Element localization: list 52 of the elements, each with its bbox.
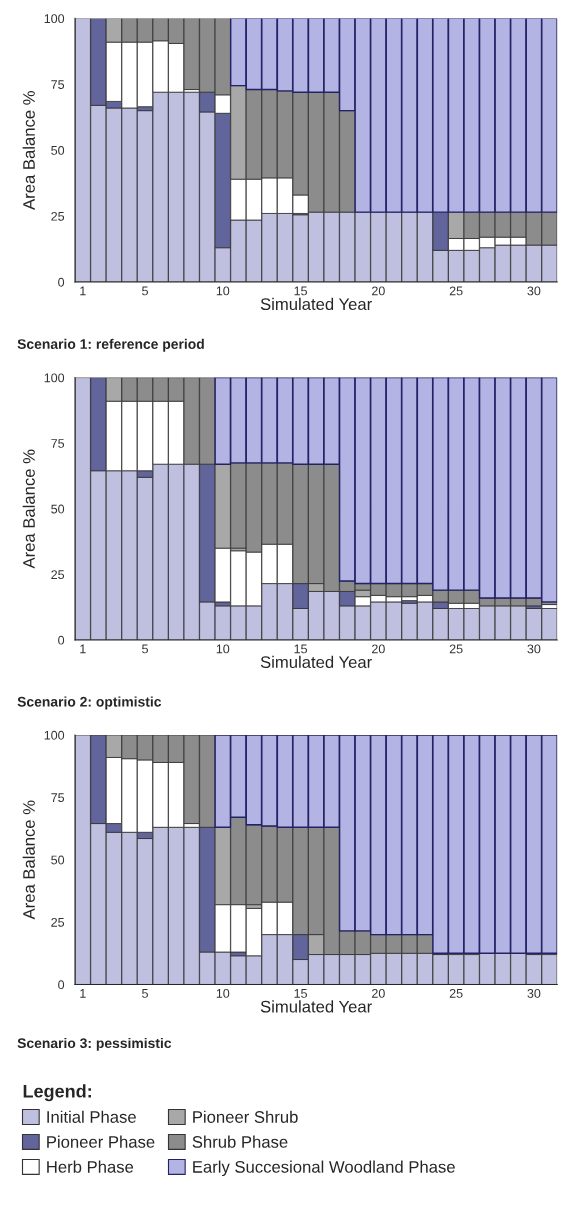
text: Scenario 3: pessimistic — [17, 1037, 172, 1051]
y-tick-label: 0 — [58, 980, 65, 990]
x-axis-title: Simulated Year — [260, 655, 372, 669]
x-tick-label: 15 — [294, 644, 307, 654]
y-tick-label: 0 — [58, 277, 65, 287]
x-tick-label: 1 — [80, 286, 86, 296]
y-tick-label: 0 — [58, 635, 65, 645]
legend-label: Initial Phase — [47, 1110, 136, 1123]
y-tick-label: 25 — [51, 917, 65, 927]
y-tick-label: 75 — [51, 80, 65, 89]
x-tick-label: 5 — [142, 644, 148, 654]
x-tick-label: 30 — [527, 286, 541, 296]
y-tick-label: 100 — [44, 373, 65, 383]
x-tick-label: 5 — [142, 989, 148, 998]
x-tick-label: 30 — [527, 988, 541, 998]
legend-label: Herb Phase — [47, 1160, 134, 1173]
x-tick-label: 20 — [372, 286, 385, 296]
y-tick-label: 75 — [51, 439, 65, 448]
y-tick-label: 75 — [51, 793, 65, 803]
y-tick-label: 100 — [44, 730, 65, 740]
legend-label: Pioneer Phase — [47, 1135, 155, 1148]
x-tick-label: 15 — [294, 989, 307, 998]
text: Scenario 1: reference period — [17, 338, 204, 352]
x-tick-label: 30 — [527, 644, 541, 654]
legend-label: Early Succesional Woodland Phase — [193, 1160, 455, 1177]
legend-label: Pioneer Shrub — [193, 1110, 298, 1123]
x-tick-label: 20 — [372, 644, 385, 654]
x-axis-title: Simulated Year — [260, 297, 372, 311]
x-tick-label: 20 — [372, 988, 385, 998]
y-axis-title: Area Balance % — [22, 800, 35, 920]
legend-title: Legend: — [23, 1084, 91, 1102]
y-tick-label: 25 — [51, 211, 65, 221]
x-tick-label: 15 — [294, 286, 307, 296]
y-tick-label: 25 — [51, 570, 65, 580]
y-tick-label: 100 — [44, 14, 65, 24]
y-axis-title: Area Balance % — [22, 449, 35, 569]
x-tick-label: 5 — [142, 286, 148, 296]
x-tick-label: 25 — [449, 988, 463, 998]
legend-label: Shrub Phase — [192, 1135, 288, 1148]
x-tick-label: 10 — [216, 286, 230, 296]
y-axis-title: Area Balance % — [22, 91, 35, 210]
y-tick-label: 50 — [51, 145, 65, 155]
x-tick-label: 1 — [80, 989, 86, 998]
y-tick-label: 50 — [51, 504, 65, 514]
x-tick-label: 10 — [216, 644, 230, 654]
y-tick-label: 50 — [51, 855, 65, 865]
x-axis-title: Simulated Year — [260, 1000, 372, 1013]
x-tick-label: 1 — [80, 644, 86, 654]
x-tick-label: 10 — [216, 988, 230, 998]
x-tick-label: 25 — [449, 286, 463, 296]
text: Scenario 2: optimistic — [17, 696, 162, 710]
x-tick-label: 25 — [449, 644, 463, 654]
